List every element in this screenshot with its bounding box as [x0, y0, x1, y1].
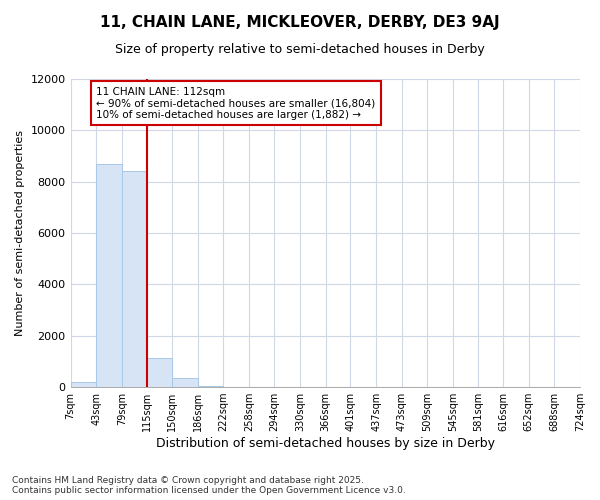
Text: 11, CHAIN LANE, MICKLEOVER, DERBY, DE3 9AJ: 11, CHAIN LANE, MICKLEOVER, DERBY, DE3 9… — [100, 15, 500, 30]
Text: 11 CHAIN LANE: 112sqm
← 90% of semi-detached houses are smaller (16,804)
10% of : 11 CHAIN LANE: 112sqm ← 90% of semi-deta… — [96, 86, 376, 120]
X-axis label: Distribution of semi-detached houses by size in Derby: Distribution of semi-detached houses by … — [156, 437, 495, 450]
Bar — [96, 164, 122, 387]
Text: Size of property relative to semi-detached houses in Derby: Size of property relative to semi-detach… — [115, 42, 485, 56]
Bar — [198, 386, 223, 387]
Y-axis label: Number of semi-detached properties: Number of semi-detached properties — [15, 130, 25, 336]
Bar — [71, 382, 96, 387]
Text: Contains HM Land Registry data © Crown copyright and database right 2025.
Contai: Contains HM Land Registry data © Crown c… — [12, 476, 406, 495]
Bar — [147, 358, 172, 387]
Bar — [172, 378, 198, 387]
Bar — [122, 172, 147, 387]
